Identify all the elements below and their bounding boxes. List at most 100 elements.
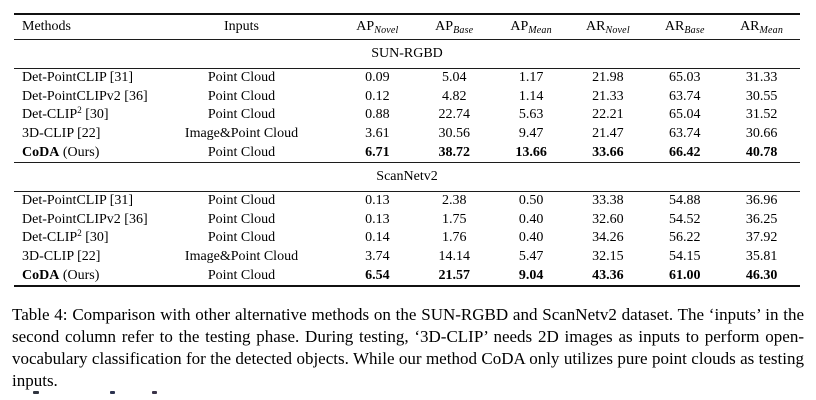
table-bottom-rule — [14, 284, 800, 287]
inputs-cell: Point Cloud — [207, 88, 276, 104]
method-cell: CoDA (Ours) — [14, 267, 144, 283]
value-cell: 1.76 — [441, 230, 467, 246]
method-name: Det-PointCLIP — [22, 70, 107, 86]
inputs-cell: Image&Point Cloud — [184, 126, 299, 142]
metric-subscript: Mean — [528, 25, 552, 36]
value-cell: 0.12 — [365, 88, 390, 104]
value-cell: 13.66 — [515, 144, 547, 160]
value-cell: 66.42 — [668, 144, 701, 160]
value-cell: 43.36 — [592, 267, 624, 283]
metric-base: AR — [740, 19, 760, 34]
metric-base: AP — [356, 19, 375, 34]
value-cell: 9.04 — [518, 267, 544, 283]
table-row: Det-CLIP2 [30] Point Cloud 0.14 1.76 0.40 34.… — [14, 229, 800, 248]
value-cell: 1.17 — [518, 70, 544, 86]
table-top-rule — [14, 13, 800, 15]
inputs-cell: Point Cloud — [207, 70, 276, 86]
method-name: Det-PointCLIP — [22, 193, 107, 209]
value-cell: 0.13 — [365, 193, 390, 209]
cropped-next-line-fragment — [33, 391, 39, 394]
value-cell: 0.88 — [365, 107, 390, 123]
cropped-next-line-fragment — [110, 391, 115, 394]
value-cell: 63.74 — [668, 88, 701, 104]
method-cell: 3D-CLIP [22] — [14, 127, 144, 141]
section-divider-rule — [14, 190, 800, 192]
value-cell: 30.56 — [438, 126, 470, 142]
table-caption: Table 4: Comparison with other alternati… — [12, 305, 804, 390]
table-row: Det-PointCLIP [31] Point Cloud 0.13 2.38 0.5… — [14, 192, 800, 211]
value-cell: 0.40 — [518, 211, 544, 227]
value-cell: 31.33 — [745, 70, 778, 86]
value-cell: 0.50 — [518, 193, 544, 209]
method-name: CoDA — [22, 267, 60, 283]
value-cell: 34.26 — [592, 230, 624, 246]
method-suffix: [36] — [124, 88, 148, 104]
method-superscript: 2 — [77, 105, 82, 116]
table-row: 3D-CLIP [22] Image&Point Cloud 3.61 30.56 9.… — [14, 125, 800, 144]
value-cell: 21.57 — [438, 267, 470, 283]
metric-subscript: Base — [684, 25, 705, 36]
value-cell: 9.47 — [518, 126, 544, 142]
method-suffix: [30] — [85, 107, 109, 123]
value-cell: 54.52 — [668, 211, 701, 227]
table-row: Det-CLIP2 [30] Point Cloud 0.88 22.74 5.63 22… — [14, 106, 800, 125]
section-divider-rule — [14, 161, 800, 163]
inputs-cell: Image&Point Cloud — [184, 249, 299, 265]
value-cell: 61.00 — [668, 267, 701, 283]
method-name: 3D-CLIP — [22, 126, 74, 142]
metric-base: AP — [510, 19, 529, 34]
value-cell: 65.04 — [668, 107, 701, 123]
value-cell: 30.66 — [745, 126, 778, 142]
inputs-cell: Point Cloud — [207, 211, 276, 227]
value-cell: 6.54 — [365, 267, 390, 283]
value-cell: 5.04 — [441, 70, 467, 86]
col-header-metric: ARMean — [723, 19, 800, 36]
metric-subscript: Novel — [374, 25, 399, 36]
section-title: ScanNetv2 — [376, 168, 438, 184]
metric-subscript: Base — [453, 25, 474, 36]
value-cell: 46.30 — [745, 267, 778, 283]
value-cell: 21.33 — [592, 88, 624, 104]
value-cell: 32.15 — [592, 249, 624, 265]
metric-subscript: Novel — [605, 25, 630, 36]
value-cell: 2.38 — [441, 193, 467, 209]
value-cell: 0.14 — [365, 230, 390, 246]
value-cell: 40.78 — [745, 144, 778, 160]
header-divider-rule — [14, 39, 800, 40]
metric-subscript: Mean — [759, 25, 784, 36]
value-cell: 6.71 — [365, 144, 390, 160]
method-suffix: (Ours) — [62, 267, 100, 283]
method-suffix: [31] — [109, 70, 134, 86]
inputs-cell: Point Cloud — [207, 193, 276, 209]
value-cell: 35.81 — [745, 249, 778, 265]
method-suffix: [30] — [85, 230, 109, 246]
metric-base: AR — [664, 19, 685, 34]
method-cell: Det-PointCLIP [31] — [14, 194, 144, 208]
section-divider-rule — [14, 68, 800, 69]
value-cell: 30.55 — [745, 88, 778, 104]
method-name: 3D-CLIP — [22, 249, 74, 265]
col-header-methods: Methods — [22, 19, 71, 34]
method-name: CoDA — [22, 144, 60, 160]
method-suffix: [22] — [77, 249, 101, 265]
method-cell: Det-CLIP2 [30] — [14, 229, 144, 246]
col-header-inputs: Inputs — [224, 19, 259, 34]
value-cell: 5.63 — [518, 107, 544, 123]
method-cell: 3D-CLIP [22] — [14, 250, 144, 264]
method-name: Det-CLIP — [22, 107, 78, 123]
value-cell: 38.72 — [438, 144, 470, 160]
method-cell: Det-PointCLIP [31] — [14, 71, 144, 85]
table-header-row: Methods Inputs APNovel APBase APMean ARNove… — [14, 15, 800, 39]
value-cell: 0.09 — [365, 70, 390, 86]
value-cell: 1.14 — [518, 88, 544, 104]
inputs-cell: Point Cloud — [207, 107, 276, 123]
value-cell: 54.88 — [668, 193, 701, 209]
col-header-metric: APNovel — [339, 19, 416, 36]
table-row: 3D-CLIP [22] Image&Point Cloud 3.74 14.14 5.… — [14, 248, 800, 267]
cropped-next-line-fragment — [152, 391, 157, 394]
col-header-metric: APBase — [416, 20, 493, 36]
value-cell: 22.21 — [592, 107, 624, 123]
method-cell: CoDA (Ours) — [14, 144, 144, 160]
value-cell: 1.75 — [441, 211, 467, 227]
